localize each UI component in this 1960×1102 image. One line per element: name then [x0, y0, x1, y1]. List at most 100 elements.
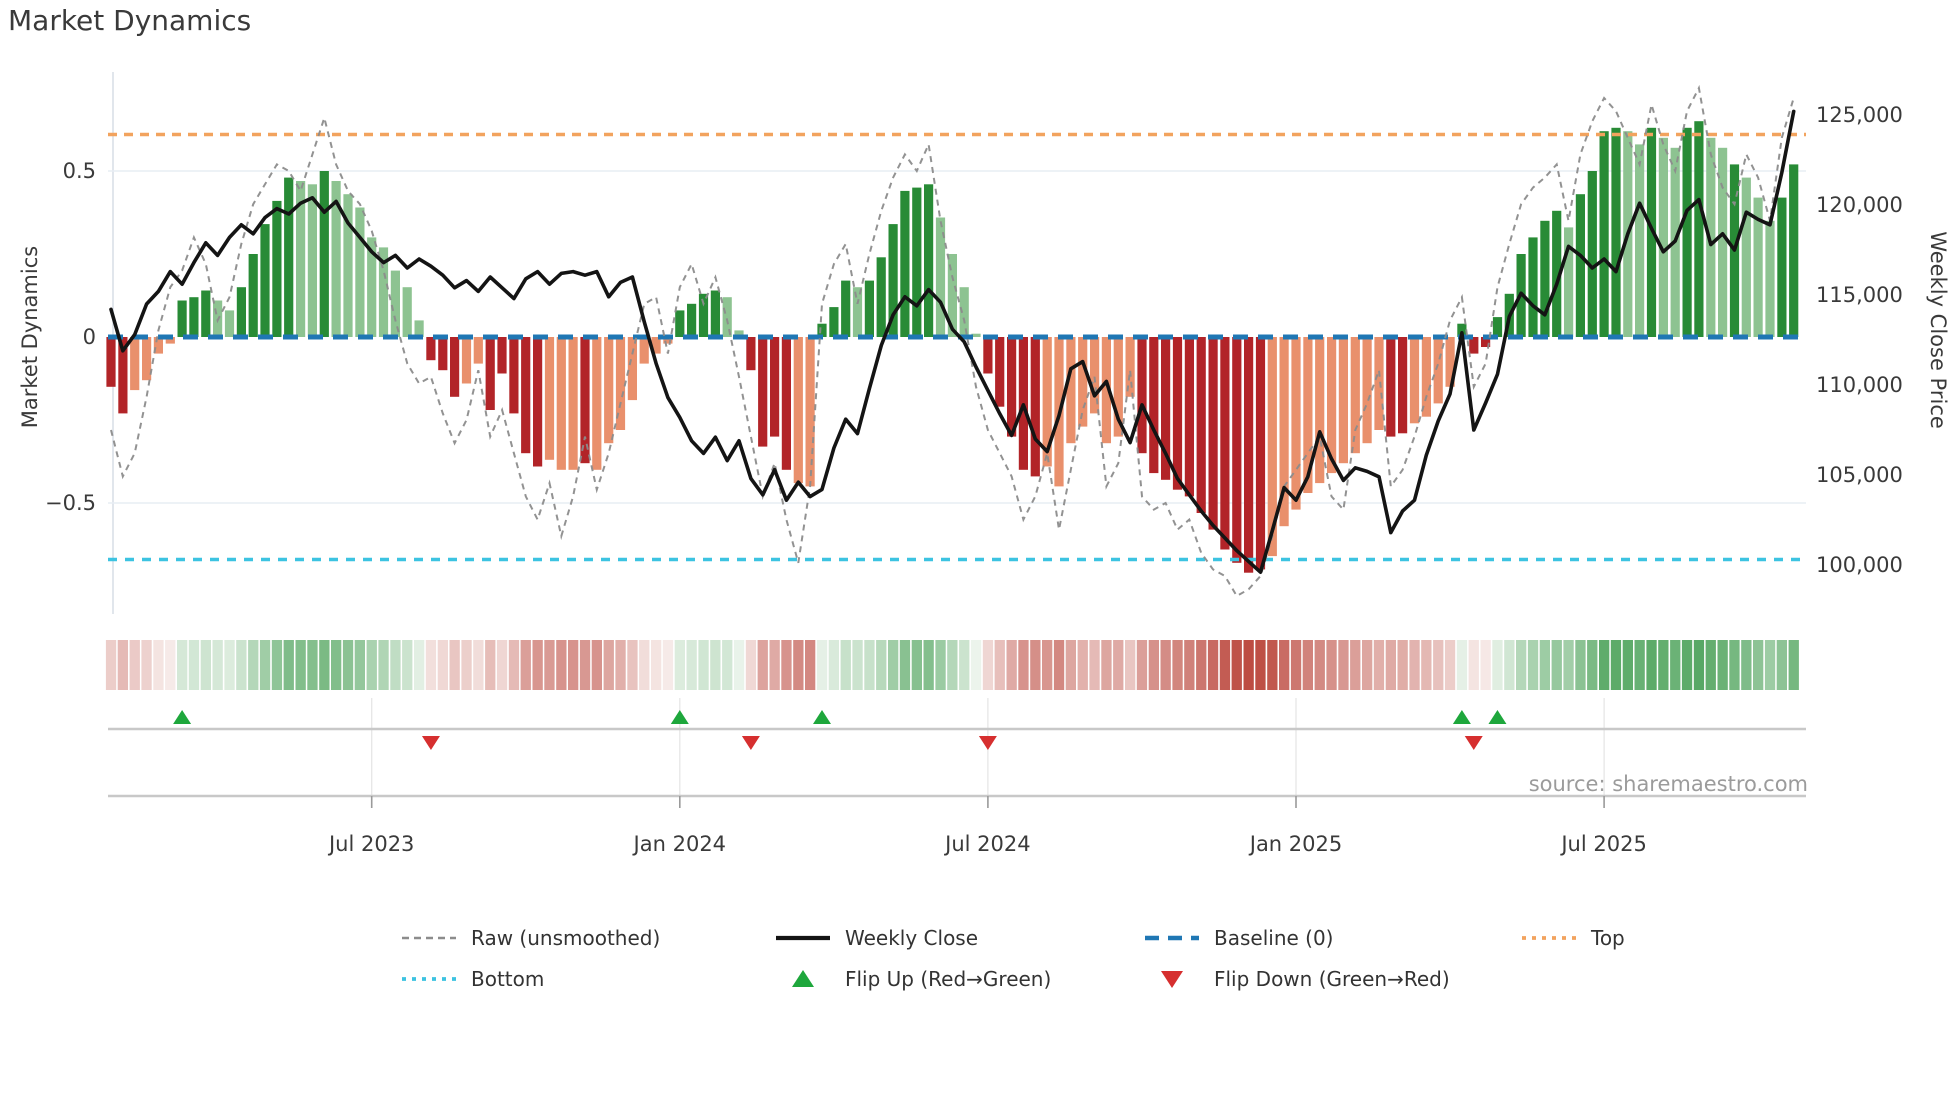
heatmap-cell — [224, 640, 235, 690]
oscillator-bar — [924, 184, 934, 337]
flip-down-marker — [978, 736, 997, 750]
heatmap-cell — [200, 640, 211, 690]
oscillator-bar — [1172, 337, 1183, 490]
heatmap-cell — [117, 640, 128, 690]
oscillator-bar — [296, 181, 306, 337]
oscillator-bar — [959, 287, 969, 337]
oscillator-bar — [1078, 337, 1088, 427]
oscillator-bar — [1244, 337, 1254, 573]
oscillator-bar — [805, 337, 815, 487]
oscillator-bar — [1445, 337, 1455, 387]
source-note: source: sharemaestro.com — [1528, 772, 1808, 796]
heatmap-cell — [1089, 640, 1100, 690]
oscillator-bar — [971, 333, 981, 337]
heatmap-cell — [129, 640, 140, 690]
oscillator-bar — [1421, 337, 1431, 417]
oscillator-bar — [1196, 337, 1206, 513]
oscillator-bar — [864, 280, 874, 337]
raw-series-line — [110, 84, 1795, 598]
heatmap-cell — [1397, 640, 1408, 690]
heatmap-cell — [1077, 640, 1088, 690]
heatmap-cell — [1243, 640, 1254, 690]
heatmap-cell — [1113, 640, 1124, 690]
oscillator-bar — [165, 337, 175, 344]
heatmap-cell — [1729, 640, 1740, 690]
oscillator-bar — [1409, 337, 1420, 424]
oscillator-bar — [461, 337, 472, 384]
oscillator-bar — [1338, 337, 1348, 464]
oscillator-bar — [592, 337, 602, 470]
heatmap-cell — [283, 640, 294, 690]
heatmap-cell — [1658, 640, 1669, 690]
heatmap-cell — [1610, 640, 1622, 690]
oscillator-bar — [639, 337, 649, 364]
heatmap-cell — [1764, 640, 1776, 690]
oscillator-bar — [734, 330, 744, 337]
x-tick-label: Jul 2024 — [943, 832, 1030, 856]
oscillator-bar — [248, 254, 258, 337]
right-tick-label: 110,000 — [1816, 373, 1903, 397]
oscillator-bar — [414, 320, 424, 337]
flip-up-marker — [813, 710, 831, 724]
oscillator-bar — [817, 323, 827, 337]
heatmap-cell — [615, 640, 626, 690]
oscillator-bar — [1386, 337, 1396, 437]
heatmap-cell — [1302, 640, 1313, 690]
heatmap-cell — [899, 640, 911, 690]
x-tick-label: Jul 2025 — [1559, 832, 1646, 856]
heatmap-cell — [805, 640, 816, 690]
oscillator-bar — [663, 337, 673, 344]
x-tick-label: Jul 2023 — [327, 832, 414, 856]
heatmap-cell — [1409, 640, 1420, 690]
heatmap-strip — [105, 640, 1799, 690]
legend-item-bottom: Bottom — [400, 965, 544, 993]
right-tick-label: 120,000 — [1816, 193, 1903, 217]
heatmap-cell — [1634, 640, 1645, 690]
heatmap-cell — [508, 640, 520, 690]
flip-up-marker — [1452, 710, 1471, 724]
oscillator-bar — [1492, 317, 1503, 337]
heatmap-cell — [259, 640, 271, 690]
oscillator-bar — [781, 337, 791, 470]
flip_up-legend-icon — [774, 966, 832, 992]
oscillator-bar — [1113, 337, 1123, 437]
oscillator-bar — [852, 287, 863, 337]
heatmap-cell — [425, 640, 437, 690]
oscillator-bar — [710, 290, 720, 337]
oscillator-bar — [367, 237, 377, 337]
oscillator-bar — [793, 337, 803, 484]
oscillator-bar — [1208, 337, 1218, 530]
oscillator-bar — [1433, 337, 1443, 404]
oscillator-bar — [402, 287, 412, 337]
heatmap-cell — [177, 640, 188, 690]
oscillator-bar — [1552, 210, 1562, 337]
heatmap-cell — [1587, 640, 1598, 690]
heatmap-cell — [331, 640, 342, 690]
oscillator-bar — [390, 270, 400, 337]
oscillator-bar — [1303, 337, 1313, 493]
raw-legend-icon — [400, 925, 458, 951]
heatmap-cell — [1172, 640, 1183, 690]
oscillator-bar — [1575, 194, 1585, 337]
heatmap-cell — [390, 640, 401, 690]
heatmap-cell — [793, 640, 804, 690]
oscillator-bar — [1232, 337, 1242, 563]
heatmap-cell — [591, 640, 602, 690]
heatmap-cell — [710, 640, 721, 690]
heatmap-cell — [188, 640, 200, 690]
oscillator-bar — [1350, 337, 1360, 454]
flip-up-marker — [173, 710, 192, 724]
oscillator-bar — [1398, 337, 1408, 434]
oscillator-bar — [1741, 177, 1751, 337]
oscillator-bar — [1220, 337, 1230, 550]
oscillator-bar — [307, 184, 317, 337]
heatmap-cell — [1279, 640, 1290, 690]
flip-up-marker — [1488, 710, 1507, 724]
oscillator-bar — [355, 207, 365, 337]
heatmap-cell — [378, 640, 389, 690]
heatmap-cell — [105, 640, 117, 690]
oscillator-bar — [627, 337, 637, 401]
oscillator-bar — [1161, 337, 1171, 480]
legend-item-raw: Raw (unsmoothed) — [400, 924, 660, 952]
